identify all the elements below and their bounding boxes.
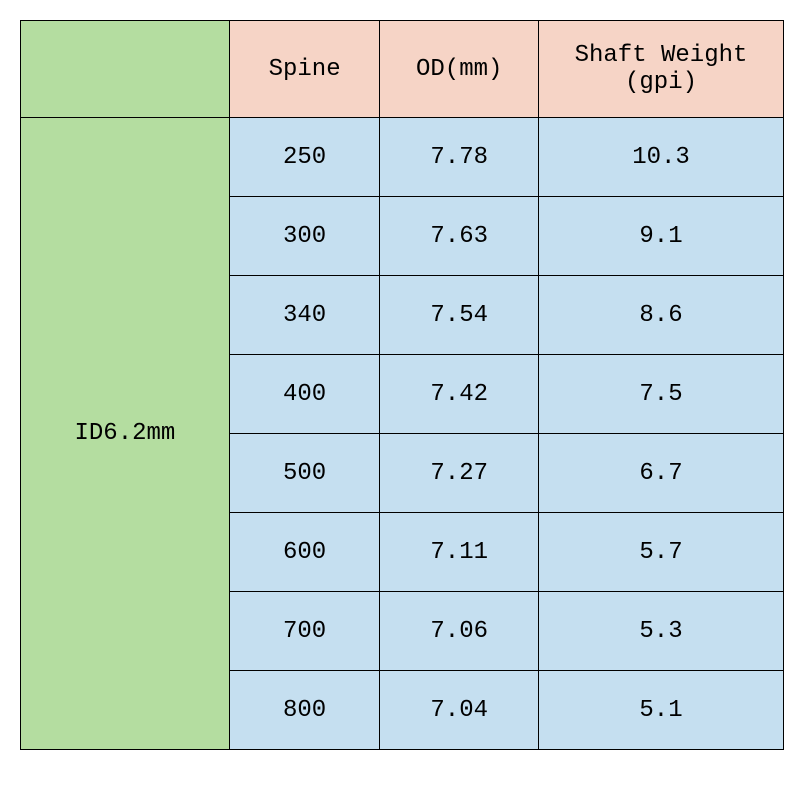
col-header-label-line1: Shaft Weight (575, 42, 748, 69)
cell-od: 7.04 (380, 671, 539, 750)
cell-spine: 600 (229, 513, 380, 592)
cell-spine: 400 (229, 355, 380, 434)
col-header-weight: Shaft Weight (gpi) (539, 21, 784, 118)
cell-od: 7.06 (380, 592, 539, 671)
cell-od: 7.54 (380, 276, 539, 355)
table-header-row: Spine OD(mm) Shaft Weight (gpi) (21, 21, 784, 118)
cell-spine: 250 (229, 118, 380, 197)
row-group-label-cell: ID6.2mm (21, 118, 230, 750)
cell-weight: 9.1 (539, 197, 784, 276)
col-header-spine: Spine (229, 21, 380, 118)
cell-od: 7.27 (380, 434, 539, 513)
cell-weight: 5.3 (539, 592, 784, 671)
col-header-label: Spine (269, 56, 341, 83)
cell-od: 7.78 (380, 118, 539, 197)
cell-od: 7.63 (380, 197, 539, 276)
cell-spine: 340 (229, 276, 380, 355)
cell-weight: 5.7 (539, 513, 784, 592)
header-empty-cell (21, 21, 230, 118)
col-header-label-line2: (gpi) (625, 69, 697, 96)
cell-spine: 300 (229, 197, 380, 276)
cell-spine: 500 (229, 434, 380, 513)
spec-table: Spine OD(mm) Shaft Weight (gpi) ID6.2mm … (20, 20, 784, 750)
cell-weight: 7.5 (539, 355, 784, 434)
cell-od: 7.42 (380, 355, 539, 434)
cell-spine: 800 (229, 671, 380, 750)
cell-weight: 5.1 (539, 671, 784, 750)
cell-weight: 6.7 (539, 434, 784, 513)
cell-spine: 700 (229, 592, 380, 671)
col-header-od: OD(mm) (380, 21, 539, 118)
col-header-label: OD(mm) (416, 56, 502, 83)
cell-weight: 10.3 (539, 118, 784, 197)
cell-weight: 8.6 (539, 276, 784, 355)
table-row: ID6.2mm 250 7.78 10.3 (21, 118, 784, 197)
cell-od: 7.11 (380, 513, 539, 592)
row-group-label: ID6.2mm (74, 420, 175, 447)
